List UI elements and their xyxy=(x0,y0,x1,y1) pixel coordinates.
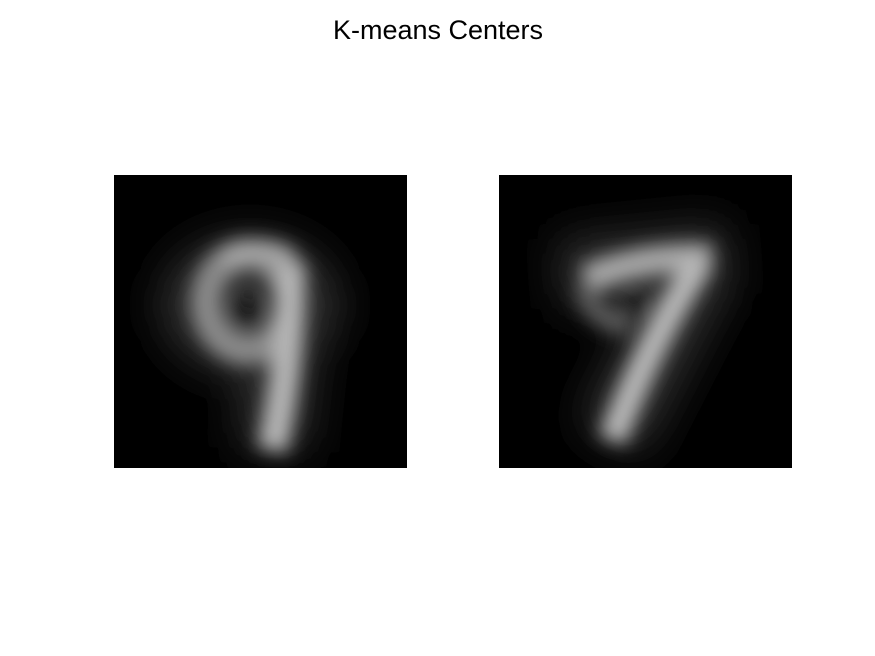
center-image-2 xyxy=(499,175,792,468)
digit-strokes xyxy=(574,243,713,445)
digit-strokes xyxy=(191,239,306,454)
figure-title: K-means Centers xyxy=(333,15,543,45)
center-image-1 xyxy=(114,175,407,468)
